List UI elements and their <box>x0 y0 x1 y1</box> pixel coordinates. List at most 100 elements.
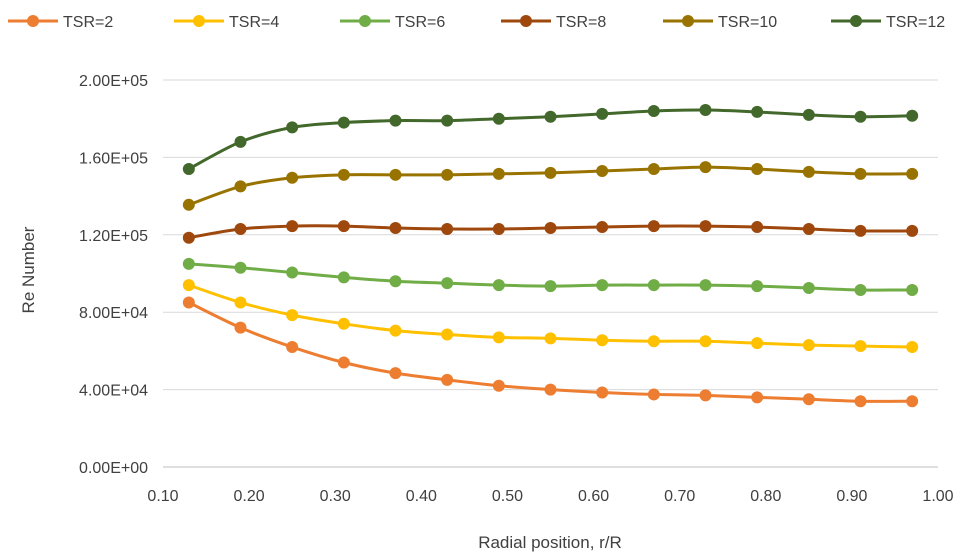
data-point <box>854 340 867 353</box>
data-point <box>802 108 815 121</box>
legend-swatch-marker <box>359 15 371 27</box>
data-point <box>182 257 195 270</box>
x-tick-label: 0.60 <box>578 488 609 505</box>
data-point <box>699 335 712 348</box>
data-point <box>854 283 867 296</box>
data-point <box>441 222 454 235</box>
data-point <box>389 275 402 288</box>
data-point <box>906 395 919 408</box>
data-point <box>234 261 247 274</box>
data-point <box>286 341 299 354</box>
data-point <box>647 388 660 401</box>
data-point <box>182 231 195 244</box>
data-point <box>751 105 764 118</box>
data-point <box>441 114 454 127</box>
series-tsr-8 <box>182 220 919 244</box>
data-point <box>492 379 505 392</box>
data-point <box>699 220 712 233</box>
y-tick-label: 1.20E+05 <box>79 228 148 245</box>
legend-label: TSR=4 <box>229 14 279 31</box>
data-point <box>234 135 247 148</box>
x-tick-label: 0.10 <box>147 488 178 505</box>
legend-item: TSR=2 <box>8 14 113 31</box>
data-point <box>647 335 660 348</box>
x-tick-labels: 0.10 0.20 0.30 0.40 0.50 0.60 0.70 0.80 0.90 1.00 <box>147 488 953 505</box>
data-point <box>699 103 712 116</box>
legend-item: TSR=12 <box>831 14 945 31</box>
x-tick-label: 0.30 <box>320 488 351 505</box>
data-point <box>906 341 919 354</box>
legend-swatch-marker <box>193 15 205 27</box>
data-point <box>854 167 867 180</box>
legend-item: TSR=10 <box>663 14 777 31</box>
data-point <box>389 367 402 380</box>
data-point <box>699 389 712 402</box>
x-tick-label: 0.90 <box>836 488 867 505</box>
data-point <box>441 168 454 181</box>
x-tick-label: 0.80 <box>750 488 781 505</box>
data-point <box>286 220 299 233</box>
data-point <box>751 280 764 293</box>
data-point <box>234 180 247 193</box>
data-point <box>596 386 609 399</box>
data-point <box>647 163 660 176</box>
data-point <box>544 280 557 293</box>
data-point <box>906 224 919 237</box>
legend-label: TSR=10 <box>718 14 777 31</box>
data-point <box>337 116 350 129</box>
legend-item: TSR=8 <box>501 14 606 31</box>
data-point <box>854 395 867 408</box>
legend-swatch-marker <box>27 15 39 27</box>
data-point <box>802 222 815 235</box>
data-point <box>751 391 764 404</box>
data-point <box>492 167 505 180</box>
legend-label: TSR=6 <box>395 14 445 31</box>
series-tsr-10 <box>182 161 919 211</box>
data-point <box>699 279 712 292</box>
y-axis-title: Re Number <box>19 226 38 313</box>
data-point <box>854 110 867 123</box>
legend: TSR=2 TSR=4 TSR=6 TSR=8 TSR=10 TSR=12 <box>8 14 945 31</box>
data-point <box>699 161 712 174</box>
data-point <box>751 221 764 234</box>
y-tick-labels: 0.00E+00 4.00E+04 8.00E+04 1.20E+05 1.60E+05… <box>79 73 148 477</box>
data-point <box>182 198 195 211</box>
legend-swatch-marker <box>850 15 862 27</box>
data-point <box>544 222 557 235</box>
data-point <box>337 356 350 369</box>
data-point <box>596 107 609 120</box>
data-point <box>286 309 299 322</box>
x-tick-label: 0.70 <box>664 488 695 505</box>
series-layer <box>182 103 919 408</box>
data-point <box>544 166 557 179</box>
data-point <box>802 339 815 352</box>
data-point <box>441 373 454 386</box>
data-point <box>286 171 299 184</box>
legend-label: TSR=8 <box>556 14 606 31</box>
legend-item: TSR=4 <box>174 14 279 31</box>
y-tick-label: 4.00E+04 <box>79 383 148 400</box>
data-point <box>802 393 815 406</box>
data-point <box>596 164 609 177</box>
data-point <box>389 114 402 127</box>
data-point <box>182 163 195 176</box>
data-point <box>182 296 195 309</box>
data-point <box>389 324 402 337</box>
y-tick-label: 1.60E+05 <box>79 150 148 167</box>
data-point <box>596 334 609 347</box>
data-point <box>596 279 609 292</box>
x-tick-label: 0.40 <box>406 488 437 505</box>
legend-label: TSR=2 <box>63 14 113 31</box>
x-axis-title: Radial position, r/R <box>478 533 622 552</box>
y-tick-label: 0.00E+00 <box>79 460 148 477</box>
data-point <box>544 332 557 345</box>
series-tsr-12 <box>182 103 919 176</box>
data-point <box>596 221 609 234</box>
data-point <box>286 266 299 279</box>
data-point <box>441 277 454 290</box>
data-point <box>492 279 505 292</box>
data-point <box>337 271 350 284</box>
data-point <box>389 168 402 181</box>
